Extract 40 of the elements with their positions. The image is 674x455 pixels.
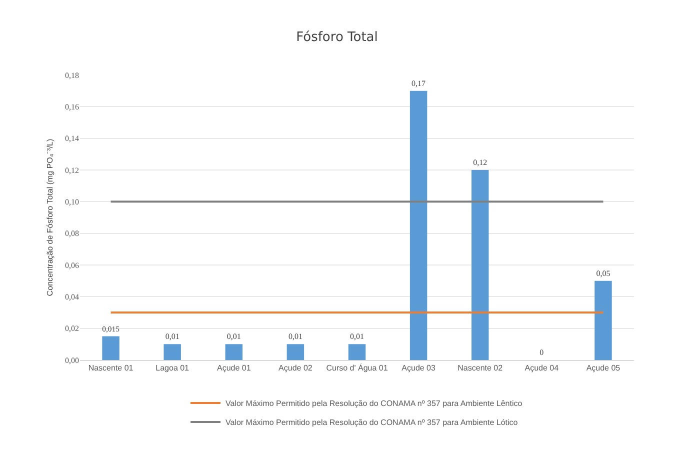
y-tick-label: 0,08 bbox=[65, 229, 79, 238]
x-tick-label: Lagoa 01 bbox=[156, 364, 190, 373]
data-label: 0,05 bbox=[596, 268, 610, 278]
y-tick-label: 0,14 bbox=[65, 134, 79, 144]
x-tick-label: Açude 04 bbox=[524, 364, 560, 373]
x-tick-label: Curso d' Água 01 bbox=[326, 364, 388, 373]
x-tick-label: Açude 05 bbox=[586, 364, 621, 373]
data-label: 0,01 bbox=[226, 332, 241, 342]
data-label: 0 bbox=[540, 348, 544, 357]
data-label: 0,12 bbox=[473, 158, 488, 167]
y-tick-label: 0,06 bbox=[65, 260, 79, 270]
y-tick-label: 0,10 bbox=[65, 197, 79, 206]
x-tick-label: Açude 01 bbox=[216, 364, 252, 373]
y-axis-title: Concentração de Fósforo Total (mg PO₄⁻³/L) bbox=[46, 138, 55, 296]
chart-title: Fósforo Total bbox=[296, 30, 378, 45]
x-tick-label: Açude 03 bbox=[402, 364, 436, 373]
y-tick-label: 0,02 bbox=[65, 324, 79, 334]
data-label: 0,01 bbox=[350, 332, 364, 342]
bar bbox=[164, 344, 181, 360]
legend-label: Valor Máximo Permitido pela Resolução do CONAMA nº 357 para Ambiente Lótico bbox=[226, 418, 518, 428]
data-label: 0,01 bbox=[165, 332, 180, 342]
bar bbox=[102, 336, 120, 360]
bar bbox=[286, 344, 304, 360]
data-label: 0,015 bbox=[102, 324, 120, 334]
y-tick-label: 0,16 bbox=[65, 102, 79, 112]
x-tick-label: Nascente 02 bbox=[458, 364, 504, 373]
bar bbox=[594, 280, 612, 360]
y-tick-label: 0,00 bbox=[65, 356, 79, 365]
legend-label: Valor Máximo Permitido pela Resolução do CONAMA nº 357 para Ambiente Lêntico bbox=[226, 399, 523, 408]
y-tick-label: 0,18 bbox=[65, 70, 79, 80]
y-tick-label: 0,12 bbox=[65, 166, 79, 175]
x-tick-label: Açude 02 bbox=[278, 364, 313, 373]
x-tick-label: Nascente 01 bbox=[88, 364, 134, 373]
bar bbox=[471, 170, 489, 360]
data-label: 0,01 bbox=[288, 332, 302, 342]
bar bbox=[225, 344, 243, 360]
data-label: 0,17 bbox=[412, 78, 426, 88]
bar bbox=[410, 90, 428, 360]
bar bbox=[348, 344, 366, 360]
y-tick-label: 0,04 bbox=[65, 292, 79, 302]
